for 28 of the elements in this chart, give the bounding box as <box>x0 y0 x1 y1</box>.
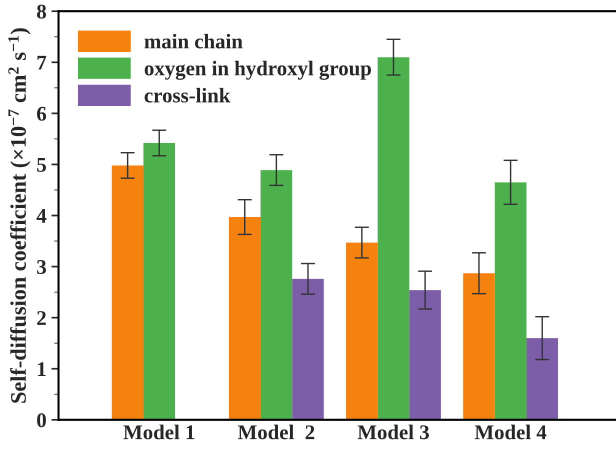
y-tick-label: 4 <box>36 209 46 223</box>
x-tick-label: Model 1 <box>123 424 194 440</box>
bar <box>346 242 378 420</box>
y-tick-label: 2 <box>37 311 46 325</box>
legend-label: main chain <box>144 34 243 49</box>
bar <box>409 290 441 420</box>
x-tick-label: Model 4 <box>474 424 546 440</box>
legend-label: oxygen in hydroxyl group <box>144 60 371 80</box>
bar <box>260 170 292 420</box>
y-tick-label: 7 <box>37 56 46 70</box>
y-axis-title: Self-diffusion coefficient (×10$^{−7}$ cm$^{2}$ s$^{−1}$) <box>8 28 30 403</box>
legend-label: cross-link <box>144 88 230 103</box>
bar <box>526 338 558 420</box>
y-tick-label: 8 <box>36 4 46 19</box>
bar <box>378 57 410 420</box>
bar <box>228 217 261 420</box>
bar <box>143 142 176 420</box>
bar <box>494 182 526 420</box>
bar <box>292 278 324 420</box>
bar <box>463 273 495 420</box>
y-tick-label: 6 <box>37 106 46 121</box>
y-tick-label: 5 <box>37 158 46 172</box>
y-tick-label: 3 <box>37 260 46 274</box>
x-tick-label: Model 2 <box>238 424 314 440</box>
x-tick-label: Model 3 <box>358 424 429 440</box>
bar <box>112 165 144 420</box>
y-tick-label: 1 <box>38 362 46 376</box>
y-tick-label: 0 <box>37 413 46 428</box>
